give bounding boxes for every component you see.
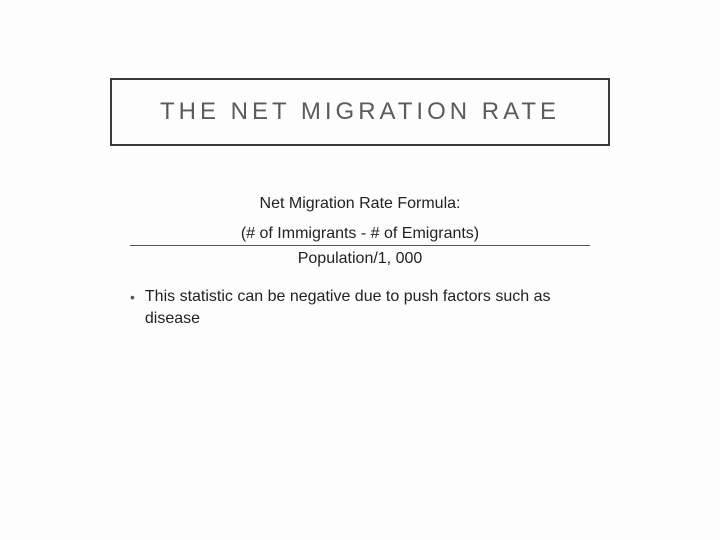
bullet-marker: •	[130, 286, 135, 308]
slide-title: THE NET MIGRATION RATE	[160, 98, 560, 126]
content-area: Net Migration Rate Formula: (# of Immigr…	[110, 195, 610, 330]
bullet-text: This statistic can be negative due to pu…	[145, 286, 600, 330]
formula-denominator: Population/1, 000	[110, 250, 610, 268]
fraction-line	[130, 245, 590, 246]
formula-label: Net Migration Rate Formula:	[110, 195, 610, 213]
bullet-item: • This statistic can be negative due to …	[110, 286, 610, 330]
title-box: THE NET MIGRATION RATE	[110, 78, 610, 146]
formula-numerator: (# of Immigrants - # of Emigrants)	[110, 225, 610, 243]
slide: THE NET MIGRATION RATE Net Migration Rat…	[0, 0, 720, 540]
